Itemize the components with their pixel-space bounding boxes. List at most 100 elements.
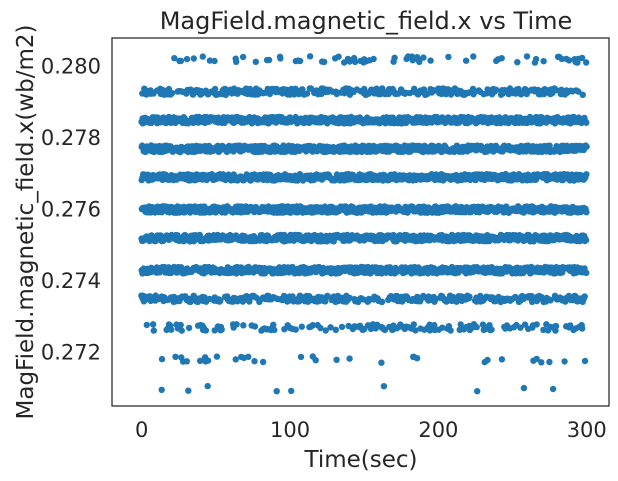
x-axis-label: Time(sec) [303, 447, 417, 473]
y-axis-label: MagField.magnetic_field.x(wb/m2) [13, 24, 39, 419]
data-point [532, 55, 540, 63]
data-point [240, 322, 247, 329]
y-tick-label: 0.280 [41, 55, 101, 79]
y-tick-label: 0.272 [41, 340, 101, 364]
data-point [232, 356, 239, 363]
data-point [321, 58, 328, 66]
data-point [540, 58, 547, 65]
data-point [579, 91, 586, 99]
data-point [410, 321, 417, 328]
data-point [558, 55, 565, 63]
data-point [583, 171, 590, 178]
data-point [168, 326, 175, 333]
data-point [218, 326, 225, 333]
data-point [583, 269, 590, 276]
data-point [462, 57, 470, 64]
data-point [296, 57, 304, 65]
data-point [259, 358, 267, 366]
data-point [185, 324, 193, 332]
data-point [549, 385, 557, 393]
data-point [273, 388, 280, 395]
data-point [177, 57, 185, 64]
chart-title: MagField.magnetic_field.x vs Time [160, 7, 573, 35]
data-point [183, 55, 191, 63]
data-point [252, 58, 259, 65]
data-point [233, 321, 240, 328]
data-point [447, 327, 454, 334]
data-point [346, 355, 353, 362]
data-point [546, 358, 553, 366]
data-point [213, 353, 221, 360]
data-point [199, 53, 206, 60]
data-point [299, 86, 306, 93]
data-point [211, 57, 218, 65]
data-point [277, 55, 284, 62]
data-point [149, 321, 157, 328]
data-point [239, 53, 247, 61]
data-point [171, 55, 178, 62]
x-tick-label: 100 [270, 418, 310, 442]
data-point [346, 58, 353, 65]
data-point [202, 327, 210, 334]
x-axis-ticks: 0 100 200 300 [135, 418, 607, 442]
data-point [514, 59, 521, 66]
data-point [233, 58, 240, 65]
data-point [498, 55, 505, 62]
data-point [466, 293, 473, 300]
data-point [211, 85, 219, 93]
data-point [581, 293, 588, 300]
data-point [546, 142, 553, 149]
data-point [445, 53, 452, 61]
data-point [265, 56, 273, 64]
data-point [335, 53, 342, 60]
x-tick-label: 300 [567, 418, 607, 442]
data-point [474, 388, 481, 395]
data-point [297, 353, 305, 361]
y-tick-label: 0.274 [41, 269, 101, 293]
y-tick-label: 0.276 [41, 197, 101, 221]
data-point [380, 383, 388, 390]
data-point [416, 58, 423, 65]
data-point [470, 53, 477, 60]
data-point [378, 298, 386, 305]
data-point [370, 55, 377, 63]
x-tick-label: 0 [135, 418, 148, 442]
data-point [204, 382, 211, 390]
data-point [245, 353, 252, 360]
data-point [292, 326, 299, 333]
data-point [288, 387, 295, 395]
data-point [158, 355, 166, 363]
data-point [581, 357, 589, 365]
data-point [427, 57, 434, 64]
data-point [251, 323, 259, 330]
data-point [338, 323, 346, 331]
data-point [583, 59, 590, 66]
data-point [271, 326, 278, 334]
data-point [523, 53, 531, 60]
data-point [306, 53, 314, 60]
data-point [413, 355, 421, 362]
data-point [523, 90, 530, 98]
x-tick-label: 200 [418, 418, 458, 442]
data-point [185, 387, 192, 394]
data-point [473, 323, 480, 331]
data-point [303, 90, 311, 97]
data-point [565, 57, 573, 64]
data-point [251, 358, 258, 365]
data-point [312, 357, 319, 364]
data-point [533, 321, 540, 328]
data-point [579, 325, 586, 332]
data-point [552, 322, 560, 330]
data-point [583, 119, 590, 126]
data-point [484, 356, 491, 364]
data-point [561, 358, 568, 365]
data-point [583, 143, 590, 150]
data-point [298, 323, 305, 330]
data-point [488, 326, 495, 333]
data-point [583, 209, 590, 216]
data-point [520, 384, 528, 392]
data-point [190, 55, 197, 62]
data-point [578, 54, 586, 62]
